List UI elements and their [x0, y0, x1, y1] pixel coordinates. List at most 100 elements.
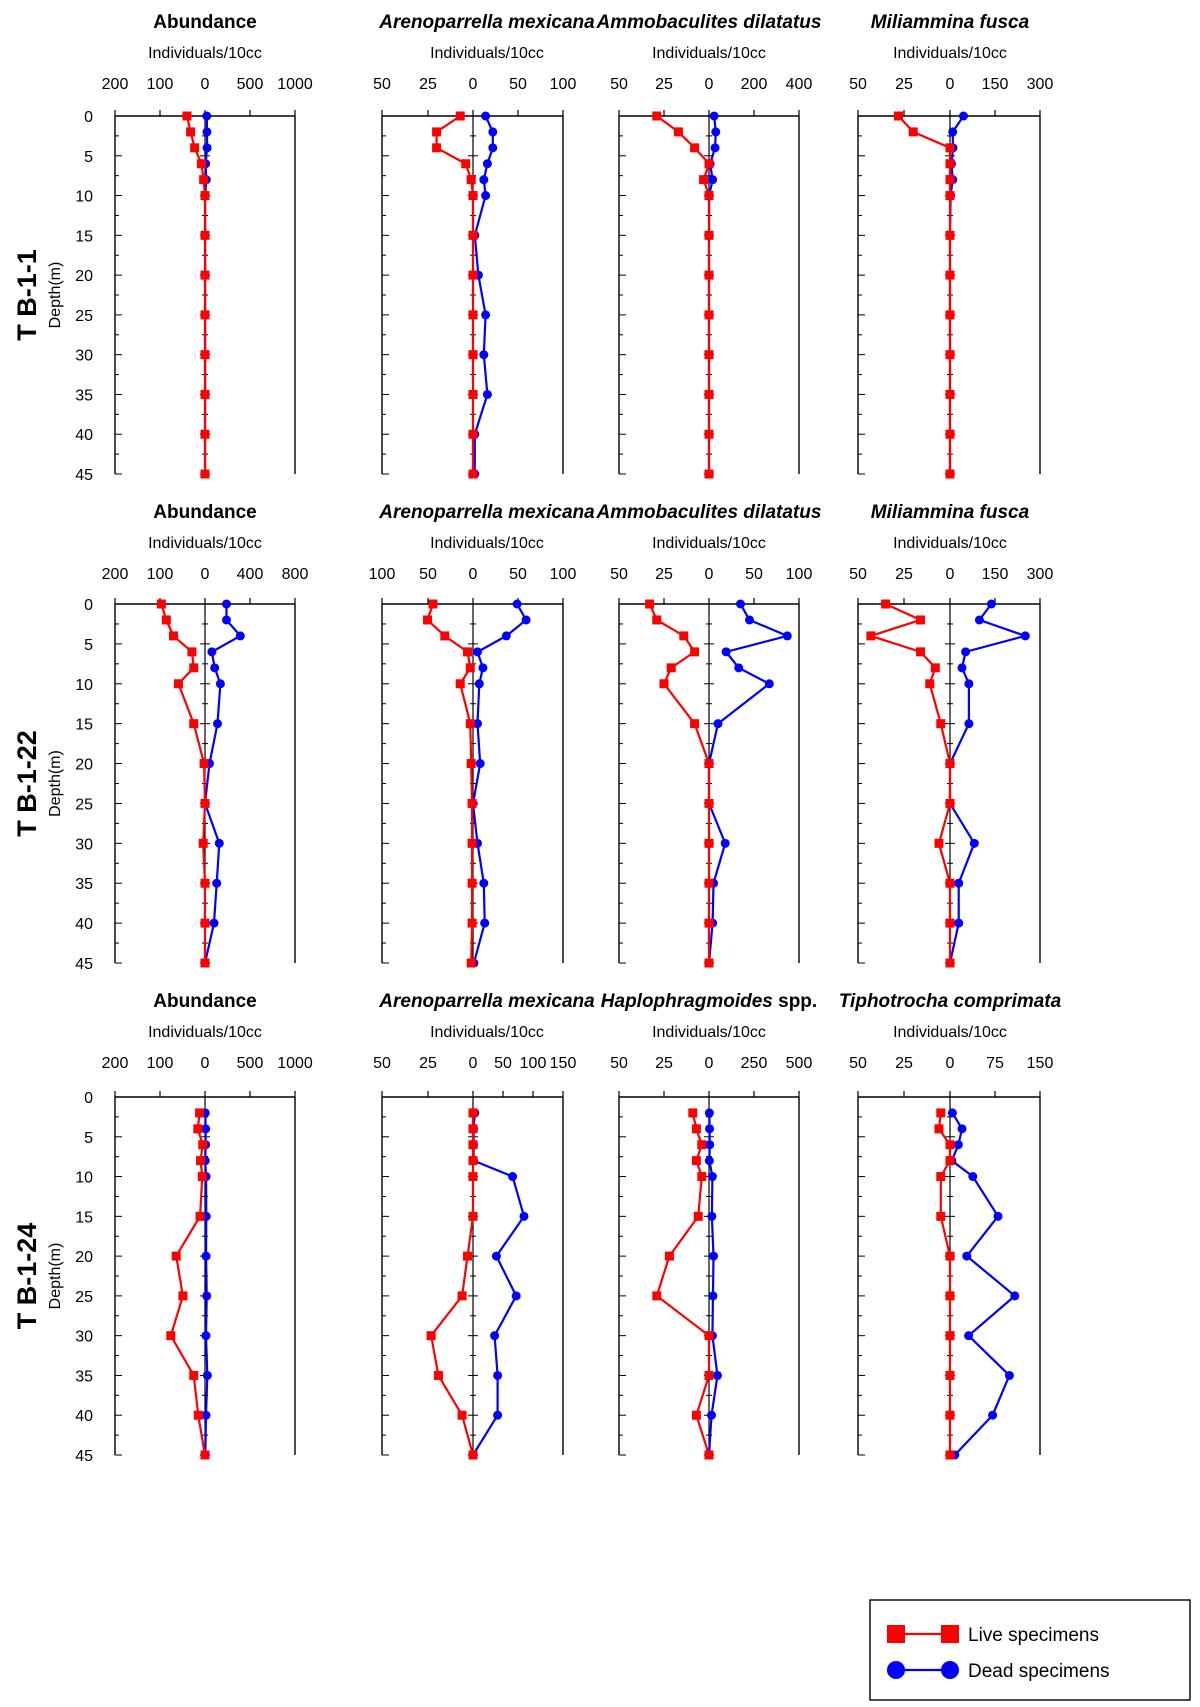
dead-series-line — [948, 603, 1030, 964]
panel-title-part: spp. — [773, 991, 817, 1012]
row-label: T B-1-24 — [12, 1223, 42, 1330]
live-point — [467, 798, 477, 808]
live-point — [468, 1108, 478, 1118]
live-point — [468, 429, 478, 439]
panel: Ammobaculites dilatatus Individuals/10cc 5… — [596, 12, 821, 479]
dead-point — [961, 647, 971, 657]
live-point — [945, 798, 955, 808]
dead-point — [969, 838, 979, 848]
live-point — [468, 389, 478, 399]
dead-point — [988, 1410, 998, 1420]
live-point — [173, 679, 183, 689]
dead-series-line — [472, 1112, 526, 1456]
dead-point — [986, 599, 996, 609]
live-point — [426, 1331, 436, 1341]
live-point — [704, 429, 714, 439]
live-point — [423, 615, 432, 625]
panel-title: Arenoparrella mexicana — [378, 12, 595, 33]
live-point — [925, 679, 935, 689]
live-point — [200, 389, 210, 399]
dead-point — [490, 1331, 500, 1341]
live-point — [916, 647, 926, 657]
depth-tick-label: 40 — [75, 1408, 93, 1425]
x-tick-label: 0 — [946, 76, 955, 93]
dead-point — [745, 615, 754, 625]
live-point — [200, 878, 210, 888]
live-point — [645, 599, 655, 609]
dead-point — [1004, 1370, 1014, 1380]
depth-tick-label: 5 — [84, 637, 93, 654]
dead-point — [493, 1370, 503, 1380]
dead-point — [519, 1211, 529, 1221]
dead-point — [209, 918, 219, 928]
panel-title-part: Abundance — [153, 502, 256, 523]
dead-point — [480, 918, 490, 928]
units-label: Individuals/10cc — [148, 1024, 262, 1041]
live-point — [704, 838, 714, 848]
live-point — [945, 389, 955, 399]
live-point — [468, 1140, 478, 1150]
live-point — [468, 350, 478, 360]
dead-point — [235, 631, 245, 641]
dead-point — [720, 838, 730, 848]
live-point — [198, 1140, 208, 1150]
live-point — [666, 663, 676, 673]
x-tick-label: 1000 — [277, 76, 313, 93]
dead-point — [202, 127, 212, 137]
live-point — [690, 143, 700, 153]
x-tick-label: 50 — [509, 566, 527, 583]
live-point — [432, 127, 442, 137]
depth-tick-label: 10 — [75, 189, 93, 206]
units-label: Individuals/10cc — [893, 1024, 1007, 1041]
x-tick-label: 200 — [741, 76, 768, 93]
units-label: Individuals/10cc — [430, 535, 544, 552]
dead-point — [511, 1291, 521, 1301]
dead-point — [964, 679, 974, 689]
live-point — [463, 647, 473, 657]
live-point — [945, 1156, 955, 1166]
dead-point — [215, 679, 225, 689]
live-series-line — [160, 603, 207, 963]
live-point — [200, 191, 210, 201]
depth-tick-label: 35 — [75, 876, 93, 893]
live-point — [455, 111, 465, 121]
live-point — [945, 759, 955, 769]
live-point — [936, 719, 946, 729]
x-tick-label: 50 — [509, 76, 527, 93]
depth-tick-label: 0 — [84, 1090, 93, 1107]
panel-title-part: Ammobaculites dilatatus — [596, 502, 822, 523]
live-point — [673, 127, 683, 137]
x-tick-label: 200 — [102, 1055, 129, 1072]
dead-point — [713, 719, 723, 729]
live-point — [704, 310, 714, 320]
dead-point — [221, 615, 231, 625]
live-point — [457, 1410, 467, 1420]
dead-point — [993, 1211, 1003, 1221]
dead-point — [736, 599, 745, 609]
live-point — [468, 1450, 478, 1460]
live-point — [457, 1291, 467, 1301]
live-point — [945, 1331, 955, 1341]
panel-title: Miliammina fusca — [871, 12, 1030, 33]
live-point — [200, 469, 210, 479]
dead-point — [210, 663, 220, 673]
dead-point — [214, 838, 224, 848]
live-point — [189, 719, 199, 729]
dead-point — [201, 1251, 211, 1261]
live-point — [193, 1124, 203, 1134]
live-point — [704, 1450, 714, 1460]
live-point — [440, 631, 450, 641]
live-point — [945, 1291, 955, 1301]
x-tick-label: 150 — [1027, 1055, 1054, 1072]
panel-title: Abundance — [153, 12, 256, 33]
live-point — [455, 679, 465, 689]
live-point — [934, 1124, 944, 1134]
depth-tick-label: 35 — [75, 387, 93, 404]
depth-tick-label: 15 — [75, 717, 93, 734]
dead-point — [202, 143, 212, 153]
x-tick-label: 0 — [705, 76, 714, 93]
dead-point — [481, 111, 491, 121]
dead-point — [201, 1410, 211, 1420]
x-tick-label: 0 — [946, 1055, 955, 1072]
